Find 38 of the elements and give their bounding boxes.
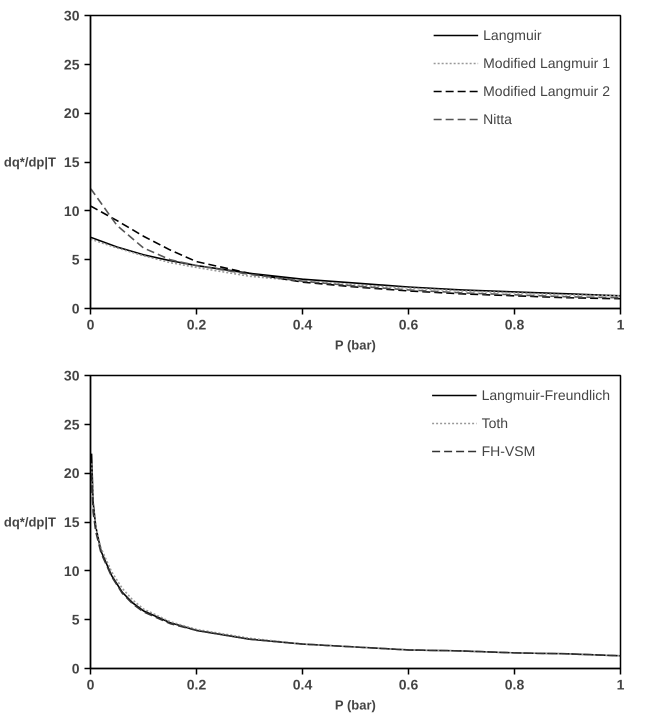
- legend-label: FH-VSM: [482, 443, 536, 459]
- x-tick-label: 0.2: [186, 316, 206, 332]
- legend-label: Toth: [482, 415, 508, 431]
- y-tick-label: 15: [64, 514, 80, 530]
- y-axis-title: dq*/dp|T: [4, 514, 56, 530]
- y-tick-label: 5: [72, 252, 80, 268]
- x-axis-title: P (bar): [334, 338, 376, 352]
- y-tick-label: 30: [64, 8, 80, 24]
- y-tick-label: 25: [64, 56, 80, 72]
- y-tick-label: 25: [64, 416, 80, 432]
- legend-label: Langmuir-Freundlich: [482, 387, 610, 403]
- y-tick-label: 10: [64, 202, 80, 219]
- x-tick-label: 0.4: [292, 316, 312, 332]
- x-tick-label: 0.6: [398, 676, 418, 692]
- x-tick-label: 1: [616, 676, 625, 692]
- legend-label: Modified Langmuir 1: [483, 55, 610, 71]
- x-tick-label: 0.8: [504, 316, 524, 332]
- y-tick-label: 20: [64, 465, 80, 482]
- y-tick-label: 15: [64, 154, 80, 170]
- x-tick-label: 0: [86, 676, 95, 692]
- y-tick-label: 20: [64, 105, 80, 122]
- y-tick-label: 0: [72, 300, 80, 316]
- x-tick-label: 1: [616, 316, 625, 332]
- y-axis-title: dq*/dp|T: [4, 154, 56, 170]
- y-tick-label: 5: [72, 612, 80, 628]
- y-tick-label: 30: [64, 368, 80, 384]
- legend-label: Langmuir: [483, 27, 542, 43]
- x-tick-label: 0.2: [186, 676, 206, 692]
- x-tick-label: 0.4: [292, 676, 312, 692]
- x-tick-label: 0.8: [504, 676, 524, 692]
- y-tick-label: 0: [72, 660, 80, 676]
- x-tick-label: 0.6: [398, 316, 418, 332]
- y-tick-label: 10: [64, 562, 80, 579]
- x-tick-label: 0: [86, 316, 95, 332]
- legend-label: Nitta: [483, 111, 512, 127]
- x-axis-title: P (bar): [334, 698, 376, 712]
- legend-label: Modified Langmuir 2: [483, 83, 610, 99]
- line-series: [90, 188, 620, 299]
